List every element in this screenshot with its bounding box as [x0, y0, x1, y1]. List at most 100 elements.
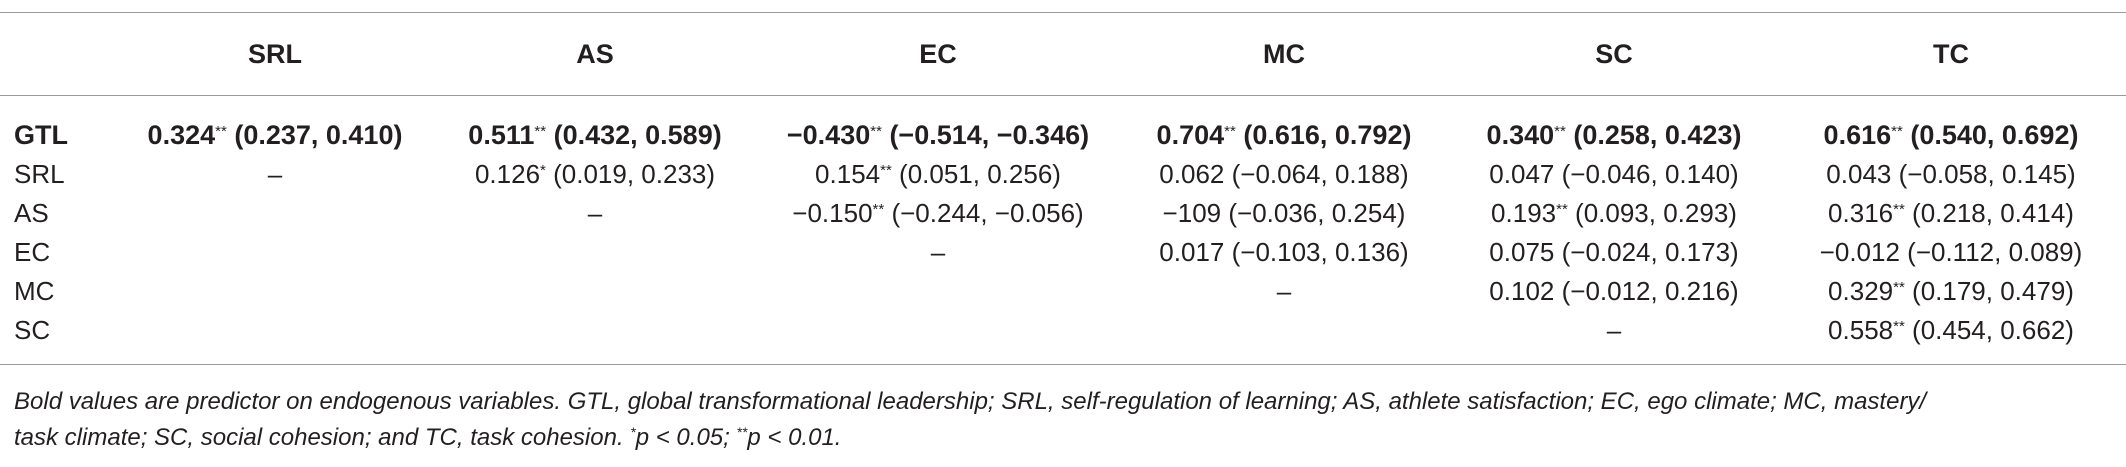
confidence-interval: (0.616, 0.792): [1243, 120, 1412, 150]
confidence-interval: (0.454, 0.662): [1912, 315, 2074, 345]
header-cell-as: AS: [430, 12, 760, 96]
significance-marker: **: [1891, 123, 1903, 140]
cell-ec: 0.154** (0.051, 0.256): [760, 155, 1116, 194]
coefficient-value: –: [930, 237, 946, 267]
cell-sc: –: [1452, 311, 1776, 365]
confidence-interval: (0.179, 0.479): [1912, 276, 2074, 306]
significance-marker: **: [870, 123, 882, 140]
significance-marker: **: [1893, 318, 1905, 335]
confidence-interval: (−0.046, 0.140): [1561, 159, 1739, 189]
cell-as: –: [430, 194, 760, 233]
cell-srl: 0.324** (0.237, 0.410): [120, 96, 430, 156]
coefficient-value: 0.193: [1491, 198, 1557, 228]
cell-mc: 0.062 (−0.064, 0.188): [1116, 155, 1452, 194]
coefficient-value: –: [1276, 276, 1292, 306]
cell-sc: 0.047 (−0.046, 0.140): [1452, 155, 1776, 194]
table-body: GTL 0.324** (0.237, 0.410) 0.511** (0.432,…: [0, 96, 2126, 365]
table-row: SC – 0.558** (0.454, 0.662): [0, 311, 2126, 365]
significance-marker: **: [1893, 201, 1905, 218]
coefficient-value: −0.430: [786, 120, 871, 150]
confidence-interval: (0.019, 0.233): [553, 159, 716, 189]
cell-as: 0.511** (0.432, 0.589): [430, 96, 760, 156]
confidence-interval: (−0.024, 0.173): [1561, 237, 1739, 267]
coefficient-value: 0.102: [1489, 276, 1555, 306]
cell-tc: −0.012 (−0.112, 0.089): [1776, 233, 2126, 272]
row-label: GTL: [14, 120, 68, 150]
cell-mc: –: [1116, 272, 1452, 311]
confidence-interval: (0.093, 0.293): [1575, 198, 1737, 228]
row-label: SRL: [14, 159, 65, 189]
row-label: SC: [14, 315, 51, 345]
cell-mc: 0.017 (−0.103, 0.136): [1116, 233, 1452, 272]
cell-tc: 0.329** (0.179, 0.479): [1776, 272, 2126, 311]
confidence-interval: (−0.058, 0.145): [1898, 159, 2076, 189]
coefficient-value: −0.150: [792, 198, 873, 228]
cell-srl: –: [120, 155, 430, 194]
table-row: EC –0.017 (−0.103, 0.136) 0.075 (−0.024, 0…: [0, 233, 2126, 272]
coefficient-value: 0.043: [1826, 159, 1892, 189]
coefficient-value: 0.704: [1156, 120, 1225, 150]
confidence-interval: (0.432, 0.589): [553, 120, 722, 150]
confidence-interval: (−0.064, 0.188): [1231, 159, 1409, 189]
cell-tc: 0.043 (−0.058, 0.145): [1776, 155, 2126, 194]
header-cell-mc: MC: [1116, 12, 1452, 96]
coefficient-value: 0.558: [1828, 315, 1894, 345]
coefficient-value: 0.075: [1489, 237, 1555, 267]
confidence-interval: (0.540, 0.692): [1910, 120, 2079, 150]
coefficient-value: 0.340: [1486, 120, 1555, 150]
significance-marker: **: [215, 123, 227, 140]
table-row: AS – −0.150 ** (−0.244, −0.056) −109 (−0.036…: [0, 194, 2126, 233]
table-row: GTL 0.324** (0.237, 0.410) 0.511** (0.432,…: [0, 96, 2126, 156]
significance-marker: **: [880, 162, 892, 179]
table-row: MC –0.102 (−0.012, 0.216) 0.329** (0.179, …: [0, 272, 2126, 311]
footnote-sig-single: *: [630, 424, 636, 440]
confidence-interval: (−0.514, −0.346): [889, 120, 1090, 150]
row-label: EC: [14, 237, 51, 267]
coefficient-value: 0.329: [1828, 276, 1894, 306]
footnote-line-2-text: task climate; SC, social cohesion; and T…: [14, 424, 631, 451]
footnote-sig-double: **: [736, 424, 748, 440]
correlation-table: SRL AS EC MC SC TC GTL 0.324** (0.237, 0.…: [0, 12, 2126, 365]
row-label: AS: [14, 198, 49, 228]
confidence-interval: (0.237, 0.410): [234, 120, 403, 150]
table-row: SRL – 0.126* (0.019, 0.233) 0.154** (0.051,…: [0, 155, 2126, 194]
significance-marker: **: [1893, 279, 1905, 296]
confidence-interval: (−0.036, 0.254): [1228, 198, 1406, 228]
coefficient-value: 0.017: [1159, 237, 1225, 267]
cell-srl: [120, 272, 430, 311]
correlation-table-container: SRL AS EC MC SC TC GTL 0.324** (0.237, 0.…: [0, 12, 2126, 365]
confidence-interval: (−0.012, 0.216): [1561, 276, 1739, 306]
coefficient-value: –: [587, 198, 603, 228]
significance-marker: **: [1556, 201, 1568, 218]
cell-sc: 0.193** (0.093, 0.293): [1452, 194, 1776, 233]
coefficient-value: –: [1606, 315, 1622, 345]
significance-marker: **: [1224, 123, 1236, 140]
confidence-interval: (−0.244, −0.056): [891, 198, 1084, 228]
cell-ec: –: [760, 233, 1116, 272]
cell-ec: [760, 311, 1116, 365]
coefficient-value: −109: [1162, 198, 1222, 228]
cell-as: [430, 272, 760, 311]
cell-srl: [120, 194, 430, 233]
header-cell-sc: SC: [1452, 12, 1776, 96]
coefficient-value: 0.616: [1823, 120, 1892, 150]
header-cell-ec: EC: [760, 12, 1116, 96]
cell-sc: 0.102 (−0.012, 0.216): [1452, 272, 1776, 311]
footnote-line-1: Bold values are predictor on endogenous …: [14, 388, 1927, 415]
confidence-interval: (0.218, 0.414): [1912, 198, 2074, 228]
cell-mc: [1116, 311, 1452, 365]
coefficient-value: 0.154: [815, 159, 881, 189]
cell-ec: −0.430** (−0.514, −0.346): [760, 96, 1116, 156]
cell-as: 0.126* (0.019, 0.233): [430, 155, 760, 194]
header-cell-tc: TC: [1776, 12, 2126, 96]
coefficient-value: 0.047: [1489, 159, 1555, 189]
cell-sc: 0.340** (0.258, 0.423): [1452, 96, 1776, 156]
header-cell-srl: SRL: [120, 12, 430, 96]
header-cell-empty: [0, 12, 120, 96]
cell-as: [430, 311, 760, 365]
confidence-interval: (−0.103, 0.136): [1231, 237, 1409, 267]
coefficient-value: 0.316: [1828, 198, 1894, 228]
significance-marker: **: [534, 123, 547, 140]
coefficient-value: –: [267, 159, 283, 189]
cell-sc: 0.075 (−0.024, 0.173): [1452, 233, 1776, 272]
